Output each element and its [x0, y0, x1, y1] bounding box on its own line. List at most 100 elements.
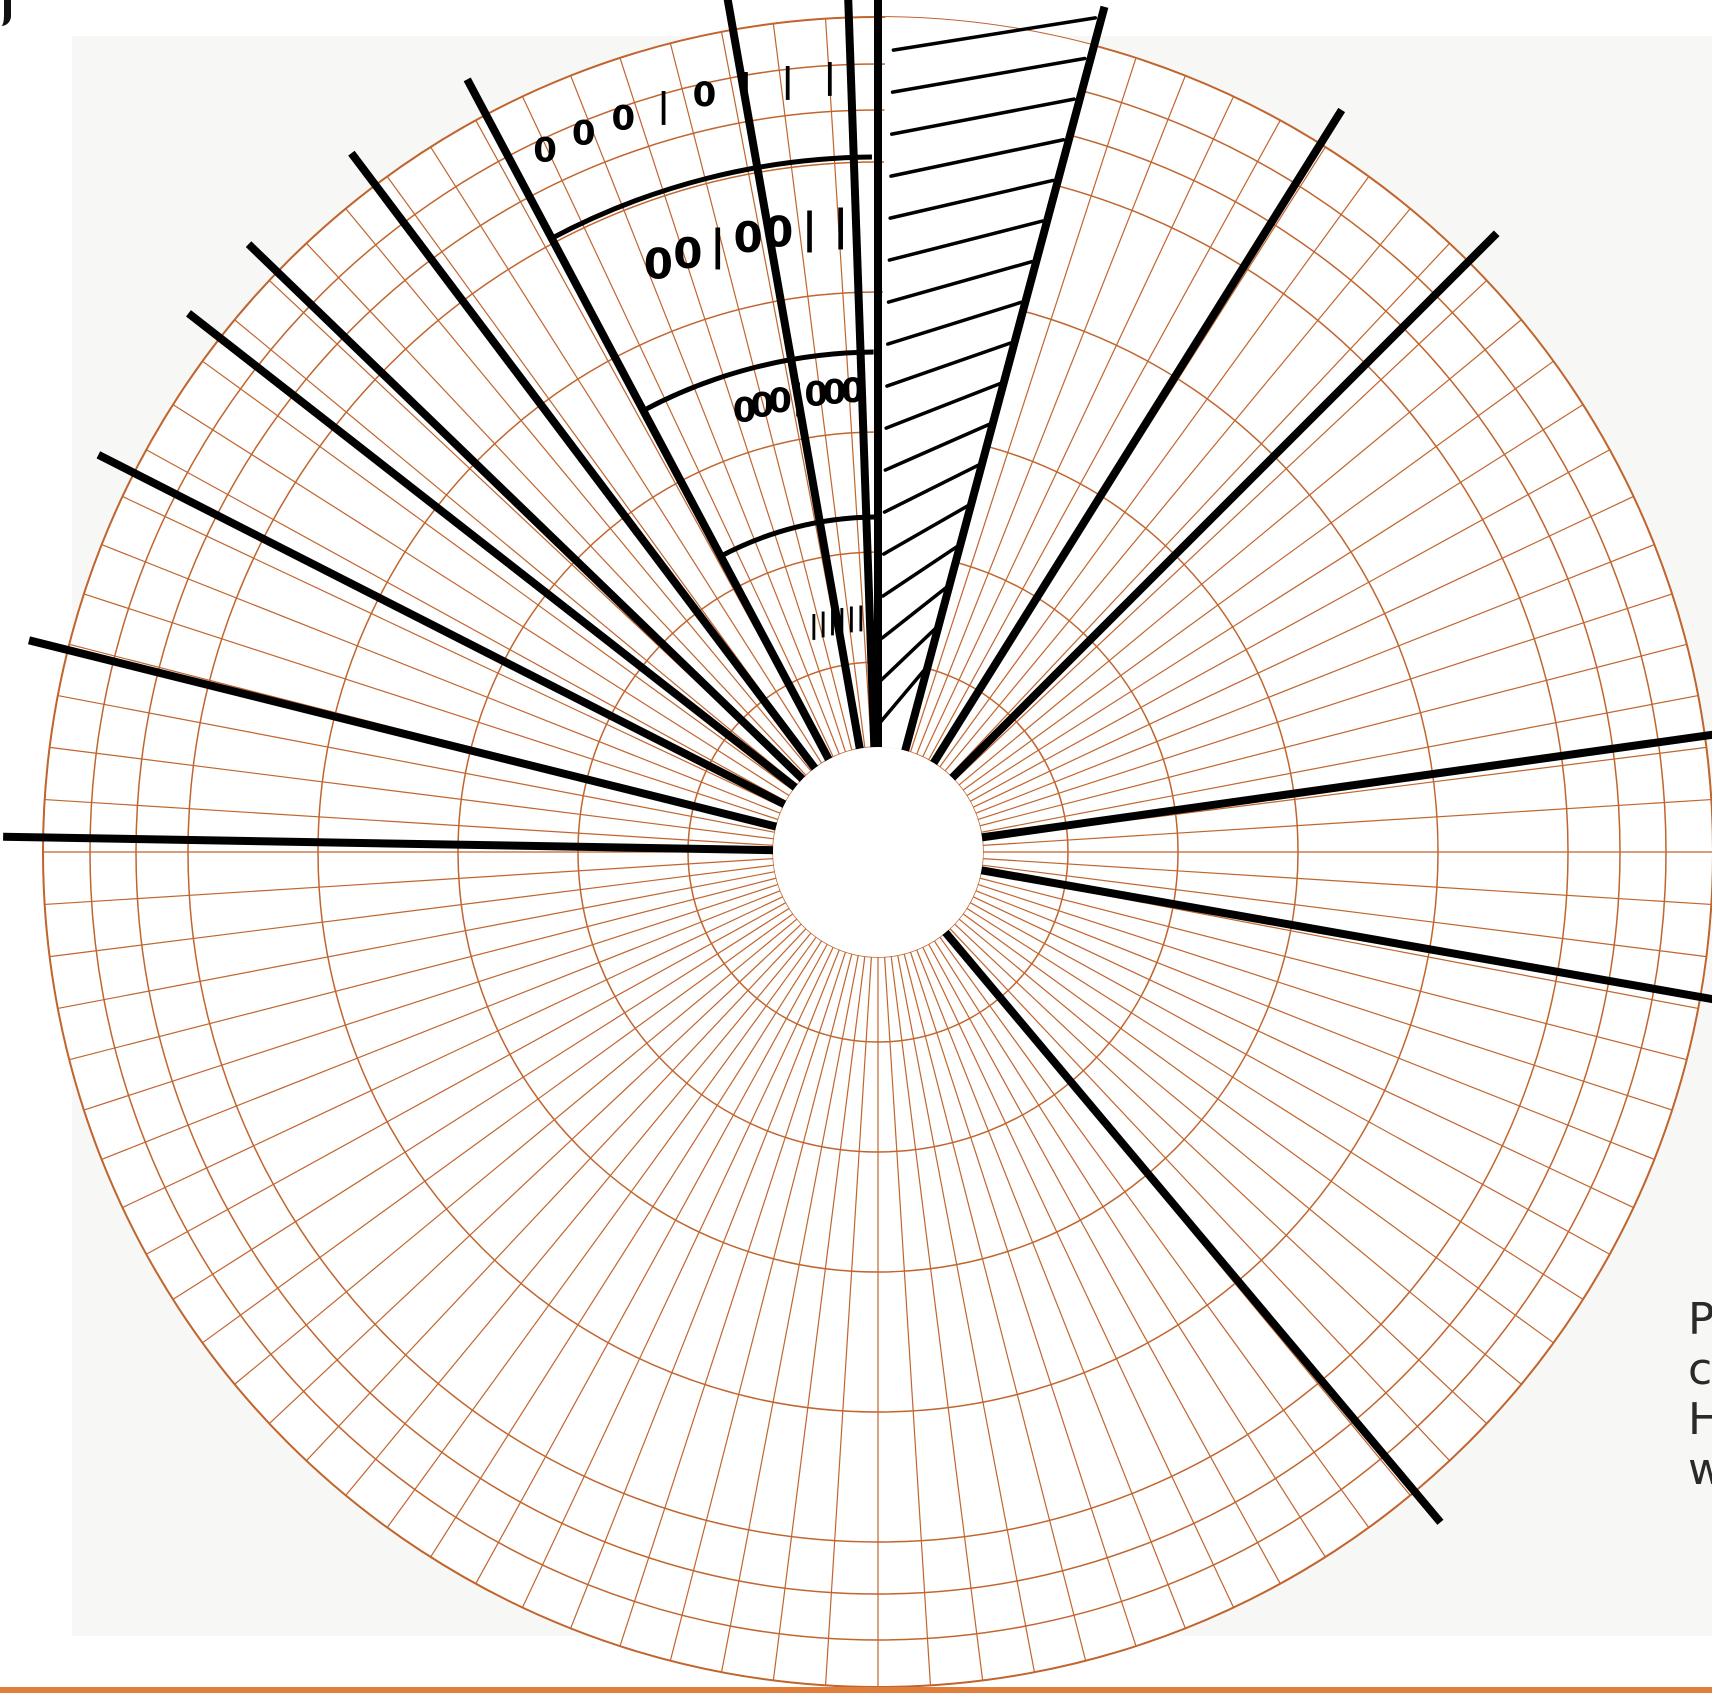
hand-mark-band-three: 0	[823, 373, 847, 413]
grid-radial	[720, 955, 859, 1673]
grid-radial	[824, 18, 873, 748]
grid-radial	[69, 877, 777, 1061]
hand-mark-outer: |	[824, 57, 836, 97]
grid-radial	[475, 943, 828, 1585]
black-spoke	[186, 310, 881, 856]
black-spoke	[844, 0, 882, 853]
grid-radial	[922, 946, 1235, 1608]
hand-mark-outer: |	[782, 61, 794, 101]
grid-radial	[83, 883, 779, 1111]
grid-radial	[982, 857, 1712, 906]
hatch-stroke	[878, 666, 928, 724]
black-spoke	[874, 5, 1109, 854]
black-spokes-layer	[3, 0, 1712, 1525]
black-spoke	[877, 730, 1712, 856]
hand-mark-band-three: |	[792, 377, 804, 417]
grid-radial	[83, 593, 779, 821]
grid-radial	[669, 43, 853, 751]
black-spoke	[875, 230, 1500, 855]
grid-radial	[928, 119, 1281, 761]
hand-drawn-arcs	[550, 154, 876, 559]
edge-text-line-3: H	[1688, 1394, 1712, 1445]
hand-mark-band-two: 0	[733, 213, 762, 262]
grid-radial	[916, 949, 1186, 1629]
grid-radial	[922, 96, 1235, 758]
grid-radial	[890, 956, 984, 1681]
hatch-stroke	[885, 341, 1013, 388]
hatch-stroke	[881, 503, 970, 556]
black-spoke	[245, 241, 881, 855]
grid-radial	[954, 279, 1488, 781]
hand-marks-layer: 0 0 0 | 0 | | |0 0 | 0 0 | |000 | 000| | | | | |	[533, 57, 865, 640]
grid-radial	[949, 242, 1451, 776]
hand-mark-outer: |	[657, 86, 669, 126]
grid-radial	[145, 902, 787, 1255]
hatch-stroke	[879, 625, 939, 682]
black-spoke	[96, 451, 880, 856]
grid-radial	[44, 857, 774, 906]
grid-radial	[975, 890, 1655, 1160]
grid-radial	[345, 932, 812, 1496]
hand-mark-band-two: |	[833, 201, 848, 250]
grid-radial	[982, 864, 1707, 958]
hatch-stroke	[889, 138, 1066, 178]
grid-radial	[966, 404, 1584, 797]
hand-mark-band-two: |	[710, 220, 725, 269]
grid-radial	[982, 798, 1712, 847]
grid-radial	[916, 75, 1186, 755]
grid-radial	[903, 953, 1087, 1661]
grid-radial	[145, 449, 787, 802]
grid-radial	[172, 907, 790, 1300]
grid-radial	[521, 946, 834, 1608]
hatch-stroke	[886, 259, 1034, 304]
grid-radial	[972, 495, 1634, 808]
hatch-stroke	[890, 56, 1087, 94]
black-spoke	[877, 848, 1712, 1004]
grid-radial	[969, 902, 1611, 1255]
grid-radial	[981, 694, 1699, 833]
grid-radial	[949, 928, 1451, 1462]
edge-text-line-2: c	[1688, 1344, 1712, 1395]
grid-radial	[939, 176, 1370, 768]
black-spoke	[28, 636, 879, 856]
black-spoke	[874, 849, 1444, 1525]
grid-radial	[977, 593, 1673, 821]
hand-mark-outer: 0	[693, 75, 717, 115]
grid-radial	[975, 544, 1655, 814]
grid-radial	[49, 864, 774, 958]
grid-radial	[933, 940, 1326, 1558]
hand-mark-outer: |	[740, 67, 752, 107]
grid-radial	[49, 746, 774, 840]
grid-radial	[928, 943, 1281, 1585]
hand-mark-band-two: 0	[644, 239, 673, 288]
grid-radial	[305, 242, 807, 776]
corner-mark	[0, 0, 11, 26]
hand-mark-outer: 0	[611, 99, 635, 139]
grid-radial	[619, 57, 847, 753]
grid-radial	[979, 643, 1687, 827]
grid-radial	[101, 544, 781, 814]
hand-mark-band-four: |	[828, 606, 838, 636]
edge-text: P c H w	[1688, 1295, 1712, 1495]
grid-radial	[234, 918, 798, 1385]
grid-radial	[958, 918, 1522, 1385]
hatch-stroke	[884, 381, 1002, 430]
grid-radial	[909, 57, 1137, 753]
hatch-stroke	[890, 97, 1076, 136]
hatch-background	[878, 17, 1095, 751]
grid-radial	[772, 23, 866, 748]
arc-band-three	[642, 349, 874, 413]
black-spoke	[874, 107, 1346, 855]
hand-mark-band-two: 0	[764, 207, 793, 256]
grid-radial	[909, 951, 1137, 1647]
grid-radial	[122, 495, 784, 808]
grid-radial	[268, 923, 802, 1425]
grid-radial	[979, 877, 1687, 1061]
grid-radial	[962, 360, 1554, 791]
hand-mark-outer: 0	[572, 114, 596, 154]
hand-mark-band-three: 0	[804, 375, 828, 415]
hand-mark-band-two: 0	[673, 229, 702, 278]
grid-radial	[430, 940, 823, 1558]
black-spoke	[348, 150, 882, 855]
